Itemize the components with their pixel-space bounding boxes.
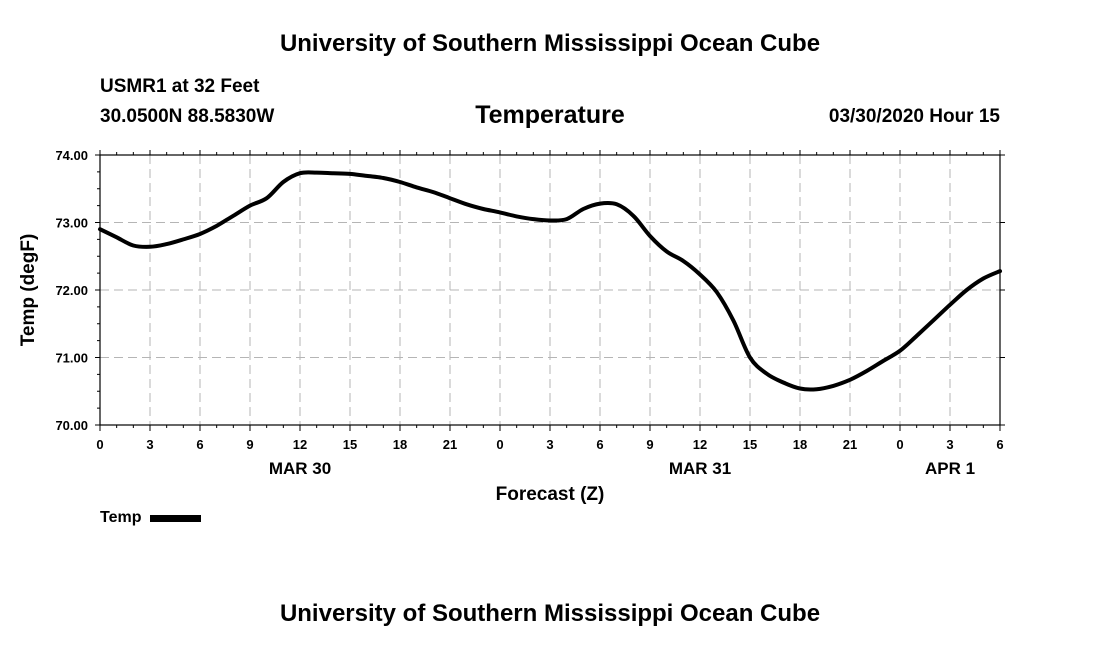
legend-line-swatch xyxy=(150,514,202,522)
axis-ticks xyxy=(95,150,1005,431)
station-name: USMR1 at 32 Feet xyxy=(100,76,260,97)
x-tick-label: 6 xyxy=(596,437,603,452)
x-tick-label: 0 xyxy=(896,437,903,452)
x-tick-label: 21 xyxy=(843,437,857,452)
x-tick-label: 3 xyxy=(546,437,553,452)
station-coordinates: 30.0500N 88.5830W xyxy=(100,106,275,127)
y-tick-labels: 70.00 71.00 72.00 73.00 74.00 xyxy=(55,148,88,433)
x-tick-label: 3 xyxy=(946,437,953,452)
date-label: APR 1 xyxy=(925,459,975,478)
series-temp-line xyxy=(98,170,1002,392)
x-tick-label: 9 xyxy=(646,437,653,452)
x-tick-label: 6 xyxy=(196,437,203,452)
x-tick-label: 12 xyxy=(293,437,307,452)
x-tick-label: 3 xyxy=(146,437,153,452)
y-tick-label: 72.00 xyxy=(55,283,88,298)
x-tick-label: 18 xyxy=(793,437,807,452)
x-tick-label: 21 xyxy=(443,437,457,452)
x-tick-label: 12 xyxy=(693,437,707,452)
x-tick-label: 0 xyxy=(496,437,503,452)
x-tick-labels: 0 3 6 9 12 15 18 21 0 3 6 9 12 15 18 21 0 3 6 xyxy=(96,437,1003,452)
date-label: MAR 30 xyxy=(269,459,331,478)
date-label: MAR 31 xyxy=(669,459,731,478)
top-title: University of Southern Mississippi Ocean… xyxy=(279,30,821,57)
variable-title: Temperature xyxy=(475,101,625,129)
x-tick-label: 6 xyxy=(996,437,1003,452)
y-tick-label: 71.00 xyxy=(55,351,88,366)
y-axis-title: Temp (degF) xyxy=(18,234,39,347)
date-labels: MAR 30 MAR 31 APR 1 xyxy=(269,459,975,478)
y-tick-label: 73.00 xyxy=(55,216,88,231)
x-tick-label: 18 xyxy=(393,437,407,452)
x-axis-title: Forecast (Z) xyxy=(496,484,605,505)
x-tick-label: 15 xyxy=(343,437,357,452)
y-tick-label: 70.00 xyxy=(55,418,88,433)
bottom-title: University of Southern Mississippi Ocean… xyxy=(279,600,821,627)
grid-lines xyxy=(100,155,1000,425)
legend-label: Temp xyxy=(100,509,142,526)
x-tick-label: 15 xyxy=(743,437,757,452)
legend: Temp xyxy=(100,509,202,527)
x-tick-label: 0 xyxy=(96,437,103,452)
forecast-timestamp: 03/30/2020 Hour 15 xyxy=(828,106,1000,127)
x-tick-label: 9 xyxy=(246,437,253,452)
y-tick-label: 74.00 xyxy=(55,148,88,163)
